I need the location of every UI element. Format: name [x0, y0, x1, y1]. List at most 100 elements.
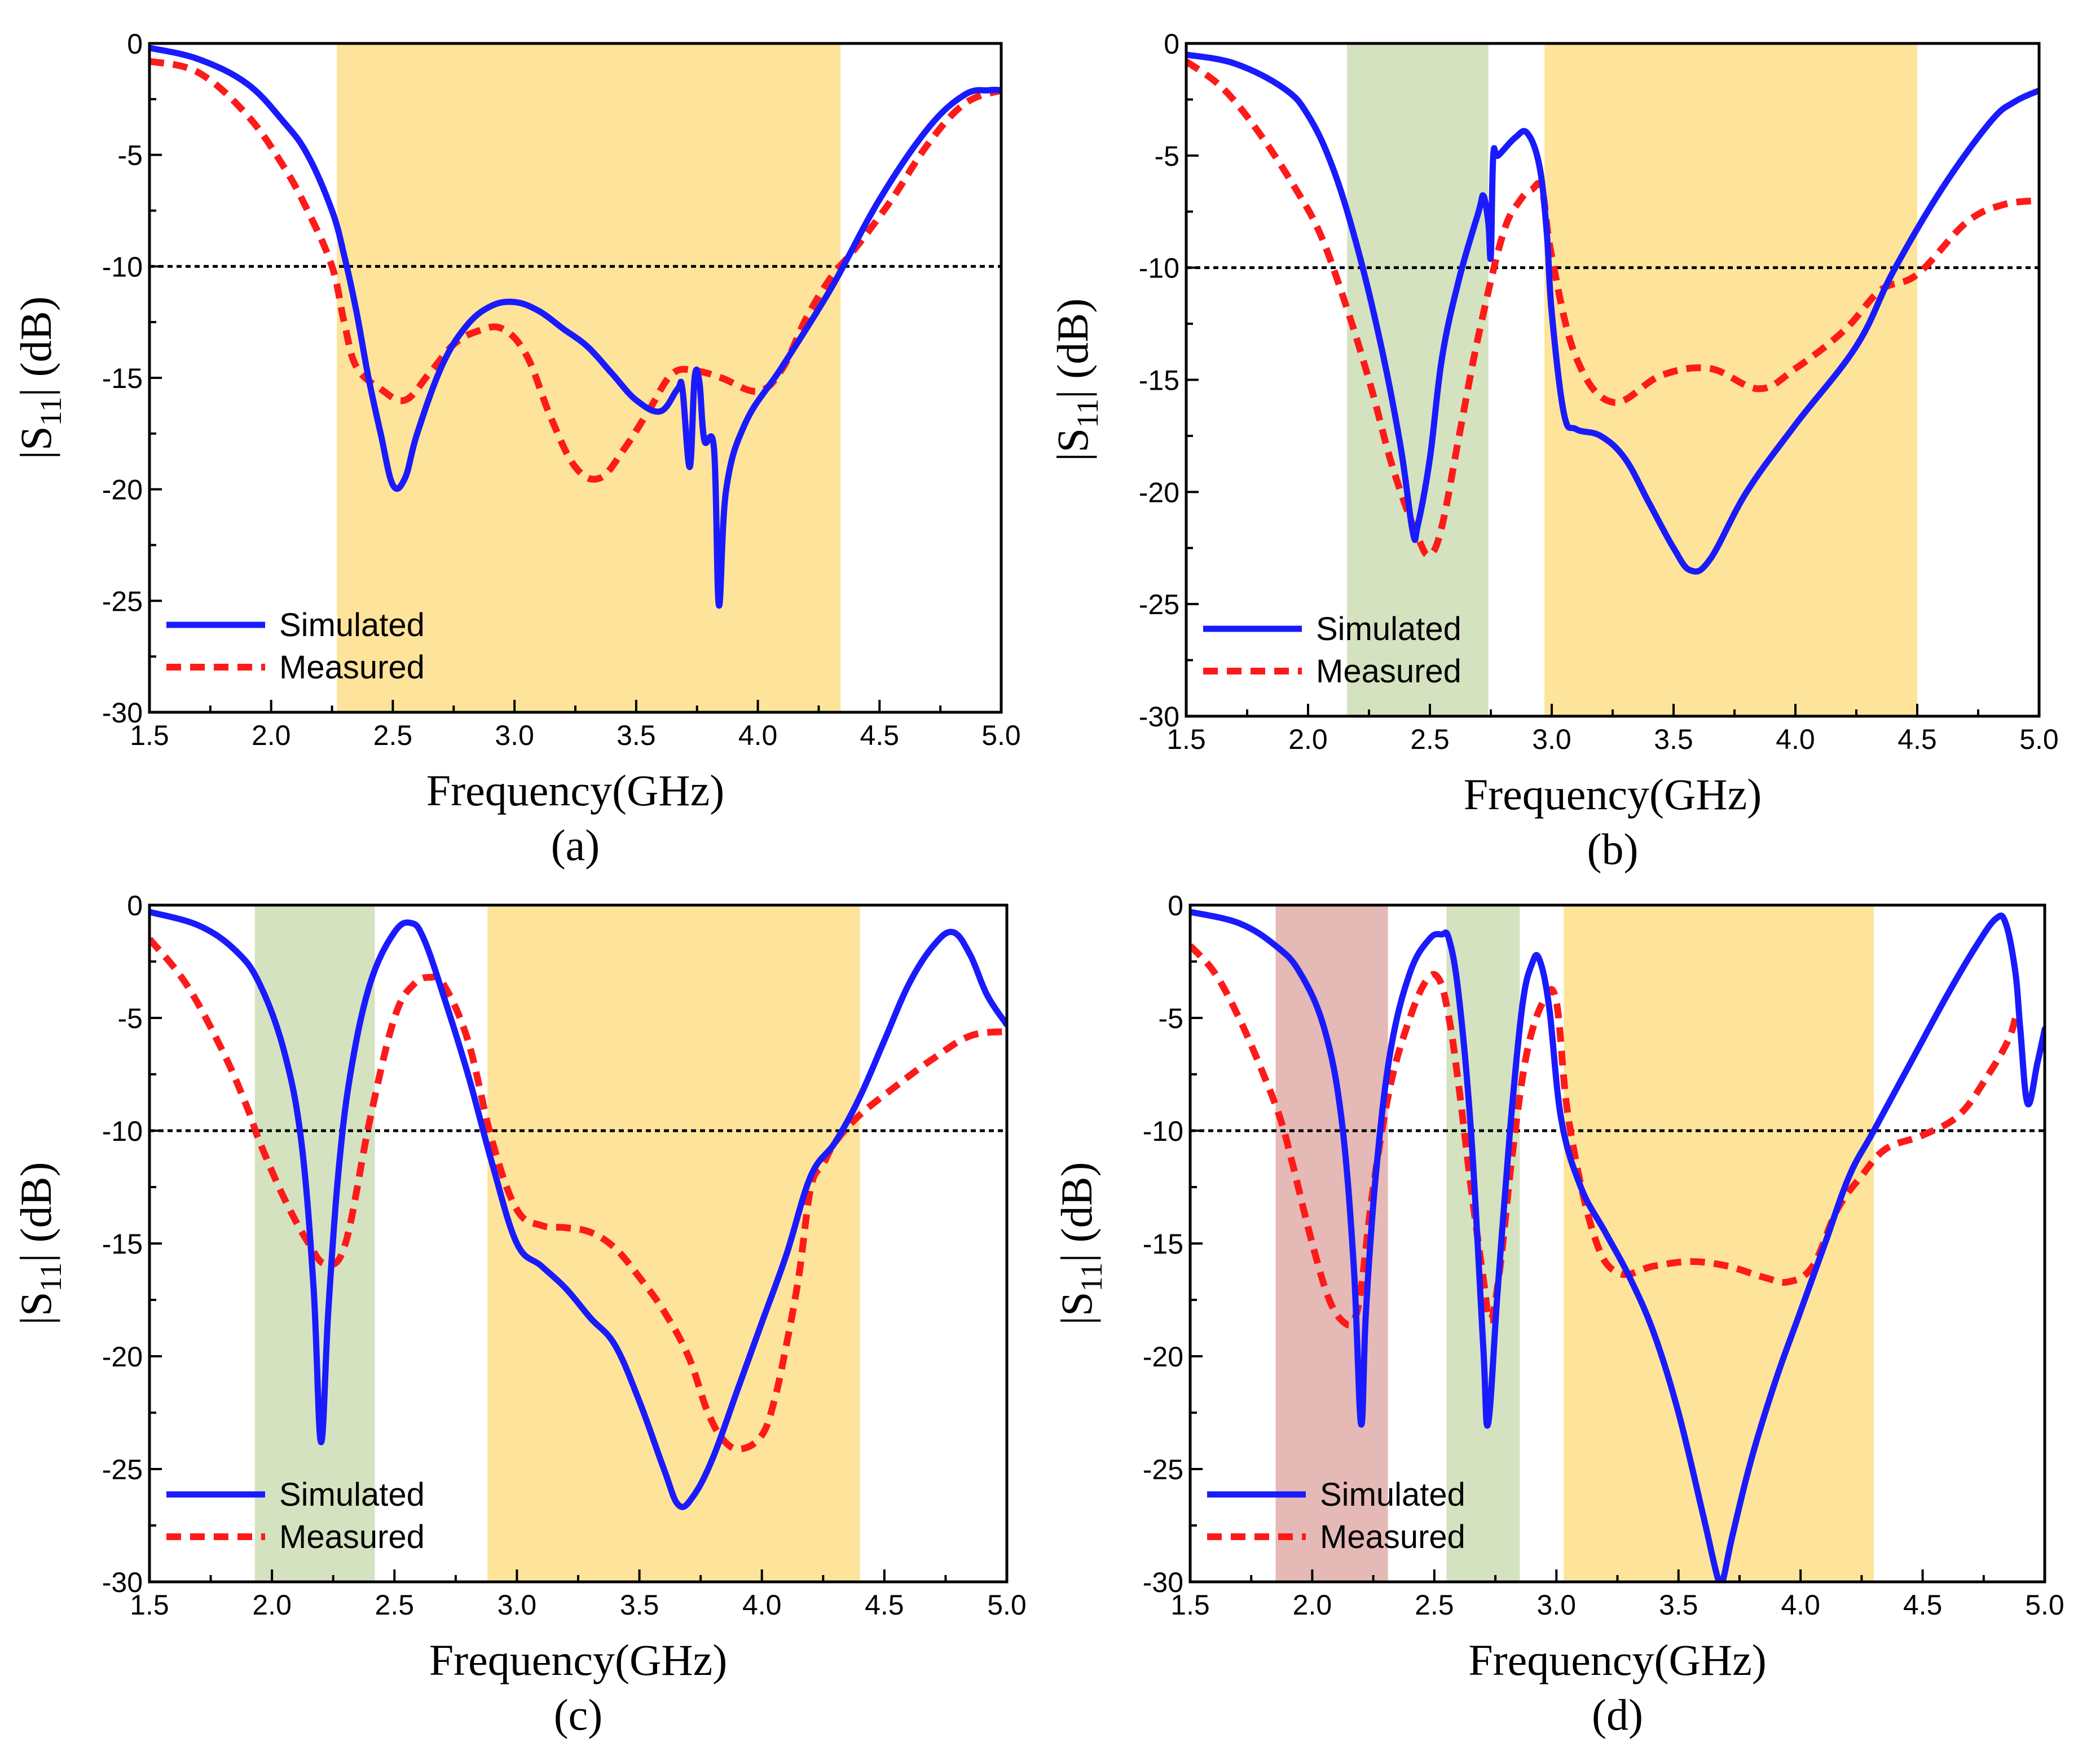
x-tick-label: 4.0: [738, 720, 778, 751]
y-axis-title-prefix: |S: [11, 1292, 60, 1325]
chart-panel-d: 1.5 2.0 2.5 3.0 3.5 4.0 4.5 5.0 0 -5 -10 -15 -20 -25 -…: [1052, 890, 2064, 1739]
y-axis-title: |S11| (dB): [1048, 298, 1104, 461]
y-tick-label: -20: [1139, 477, 1179, 508]
legend-simulated-label: Simulated: [1316, 611, 1461, 647]
y-tick-label: -5: [1159, 1003, 1183, 1034]
chart-panel-a: 1.5 2.0 2.5 3.0 3.5 4.0 4.5 5.0 0 -5 -10 -15 -20 -25 -…: [11, 28, 1021, 870]
y-tick-label: -15: [1139, 365, 1179, 396]
simulated-line: [1186, 51, 2039, 575]
x-tick-label: 1.5: [130, 1589, 169, 1621]
y-tick-label: -5: [118, 140, 143, 171]
x-tick-label: 3.0: [1537, 1589, 1577, 1621]
y-tick-label: 0: [127, 890, 143, 921]
y-axis-title-prefix: |S: [1048, 428, 1097, 461]
band-yellow: [337, 43, 841, 712]
legend-simulated-label: Simulated: [279, 1476, 425, 1513]
legend-simulated-label: Simulated: [279, 607, 425, 643]
y-tick-label: -30: [102, 697, 143, 729]
x-tick-label: 3.0: [495, 720, 534, 751]
x-tick-label: 2.5: [1415, 1589, 1454, 1621]
chart-panel-c: 1.5 2.0 2.5 3.0 3.5 4.0 4.5 5.0 0 -5 -10 -15 -20 -25 -…: [11, 890, 1027, 1739]
legend-measured-label: Measured: [279, 1519, 425, 1555]
x-tick-label: 3.0: [498, 1589, 537, 1621]
y-axis-title-sub: 11: [1071, 399, 1104, 428]
series-group: [1190, 909, 2045, 1582]
panel-label: (a): [551, 821, 600, 870]
y-tick-label: -15: [102, 1228, 143, 1260]
x-tick-label: 1.5: [1170, 1589, 1210, 1621]
x-tick-label: 2.5: [1410, 724, 1450, 755]
y-tick-label: -25: [1139, 589, 1179, 620]
x-tick-label: 3.5: [617, 720, 656, 751]
x-tick-label: 5.0: [987, 1589, 1027, 1621]
panel-label: (d): [1592, 1690, 1643, 1739]
simulated-line: [149, 909, 1007, 1510]
chart-panel-b: 1.5 2.0 2.5 3.0 3.5 4.0 4.5 5.0 0 -5 -10 -15 -20 -25 -…: [1048, 28, 2059, 874]
y-tick-label: 0: [1168, 890, 1183, 921]
y-axis-title-suffix: | (dB): [11, 1162, 60, 1262]
y-tick-label: -5: [1155, 140, 1179, 172]
measured-line: [149, 58, 1001, 483]
y-axis-title-suffix: | (dB): [1052, 1162, 1101, 1262]
x-tick-label: 4.5: [1898, 724, 1937, 755]
x-tick-label: 4.0: [1776, 724, 1815, 755]
y-tick-label: 0: [127, 28, 143, 60]
legend-measured-label: Measured: [1316, 653, 1461, 690]
x-tick-label: 2.0: [252, 1589, 292, 1621]
y-tick-label: -20: [102, 1341, 143, 1373]
panel-label: (c): [554, 1690, 603, 1739]
y-axis-title-sub: 11: [1075, 1263, 1108, 1292]
x-tick-label: 1.5: [1166, 724, 1206, 755]
y-tick-label: -15: [102, 363, 143, 394]
x-tick-label: 4.0: [1781, 1589, 1820, 1621]
x-axis-title: Frequency(GHz): [429, 1635, 727, 1684]
y-tick-label: -10: [102, 1115, 143, 1147]
band-yellow: [487, 905, 860, 1582]
x-axis-title: Frequency(GHz): [1468, 1635, 1766, 1684]
x-tick-label: 4.5: [865, 1589, 904, 1621]
y-tick-label: 0: [1164, 28, 1179, 60]
x-tick-label: 3.5: [1654, 724, 1693, 755]
y-axis-title-suffix: | (dB): [1048, 298, 1097, 399]
panel-label: (b): [1587, 824, 1639, 874]
x-tick-label: 4.0: [742, 1589, 782, 1621]
y-tick-label: -20: [1143, 1341, 1183, 1373]
x-tick-label: 4.5: [860, 720, 900, 751]
y-tick-label: -25: [102, 1454, 143, 1485]
x-axis-title: Frequency(GHz): [1464, 770, 1762, 819]
x-tick-label: 2.0: [1288, 724, 1328, 755]
simulated-line: [149, 45, 1001, 609]
y-axis-title-sub: 11: [34, 1263, 68, 1292]
y-tick-label: -20: [102, 474, 143, 506]
x-tick-label: 5.0: [981, 720, 1021, 751]
y-tick-label: -30: [1143, 1567, 1183, 1598]
band-green: [1347, 43, 1489, 716]
legend-measured-label: Measured: [279, 649, 425, 686]
x-tick-label: 2.0: [1293, 1589, 1332, 1621]
y-tick-label: -30: [1139, 701, 1179, 733]
y-tick-label: -25: [1143, 1454, 1183, 1485]
simulated-line: [1190, 909, 2045, 1582]
y-tick-label: -15: [1143, 1228, 1183, 1260]
x-tick-label: 3.5: [1659, 1589, 1698, 1621]
series-group: [149, 909, 1007, 1510]
legend-simulated-label: Simulated: [1320, 1476, 1465, 1513]
x-tick-label: 2.5: [373, 720, 413, 751]
y-tick-label: -5: [118, 1003, 143, 1034]
y-tick-label: -10: [1139, 253, 1179, 284]
y-tick-label: -30: [102, 1567, 143, 1598]
y-axis-title: |S11| (dB): [11, 1162, 68, 1325]
y-axis-title-prefix: |S: [11, 426, 60, 460]
y-tick-label: -25: [102, 585, 143, 617]
y-axis-title-suffix: | (dB): [11, 296, 60, 396]
x-tick-label: 5.0: [2025, 1589, 2064, 1621]
series-group: [149, 45, 1001, 609]
x-tick-label: 1.5: [130, 720, 169, 751]
y-axis-title-sub: 11: [34, 397, 68, 426]
y-axis-title: |S11| (dB): [1052, 1162, 1108, 1325]
x-tick-label: 3.0: [1532, 724, 1571, 755]
y-tick-label: -10: [1143, 1115, 1183, 1147]
x-tick-label: 2.0: [252, 720, 291, 751]
y-axis-title: |S11| (dB): [11, 296, 68, 459]
